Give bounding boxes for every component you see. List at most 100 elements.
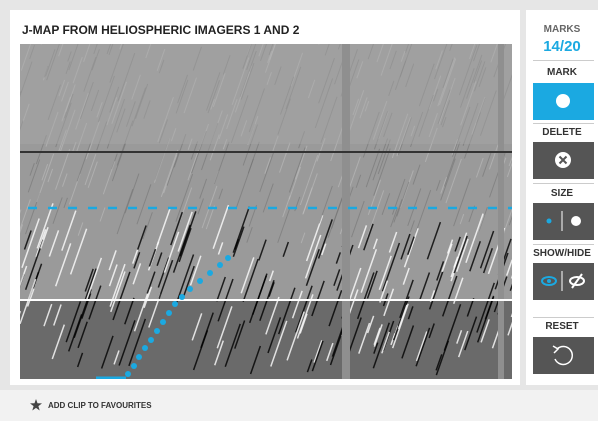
texture [410, 125, 416, 137]
texture [317, 219, 333, 259]
reset-button[interactable] [533, 337, 594, 374]
texture [324, 44, 330, 56]
texture [316, 138, 326, 162]
texture [357, 225, 368, 249]
tool-label: SIZE [550, 188, 574, 199]
texture [372, 322, 390, 369]
icon [555, 152, 571, 168]
tool-label: SHOW/HIDE [533, 248, 591, 259]
texture [234, 71, 251, 113]
user-mark [142, 345, 148, 351]
texture [466, 297, 475, 317]
texture [157, 257, 170, 288]
texture [108, 44, 114, 56]
texture [65, 301, 82, 343]
texture [477, 214, 485, 232]
texture [222, 139, 228, 150]
texture [396, 117, 411, 157]
texture [409, 220, 415, 232]
texture [178, 227, 192, 263]
texture [454, 236, 461, 252]
texture [443, 141, 461, 187]
texture [20, 61, 33, 98]
size-button[interactable] [533, 203, 594, 240]
texture [469, 44, 476, 60]
texture [410, 111, 424, 148]
texture [45, 111, 59, 147]
texture [458, 45, 478, 96]
show-hide-button[interactable] [533, 263, 594, 300]
texture [460, 81, 477, 126]
texture [72, 56, 83, 84]
texture [373, 324, 383, 347]
texture [191, 313, 203, 341]
texture [258, 44, 264, 57]
texture [81, 293, 92, 319]
mark-button[interactable] [533, 83, 594, 120]
texture [397, 304, 408, 330]
texture [277, 287, 296, 335]
texture [379, 280, 389, 303]
texture [260, 44, 267, 62]
user-mark [217, 262, 223, 268]
texture [360, 248, 378, 293]
texture [307, 79, 316, 99]
texture [172, 224, 191, 273]
star-icon [30, 399, 42, 411]
texture [213, 141, 230, 184]
texture [22, 103, 30, 122]
texture [426, 221, 442, 260]
texture [265, 296, 280, 335]
texture [166, 150, 180, 186]
texture [20, 199, 31, 231]
texture [85, 257, 103, 301]
texture [90, 89, 100, 112]
texture [187, 138, 193, 151]
icon [541, 271, 585, 291]
texture [490, 44, 498, 63]
texture [362, 111, 380, 158]
delete-button[interactable] [533, 142, 594, 179]
texture [20, 120, 24, 131]
texture [412, 164, 421, 185]
texture [438, 77, 456, 125]
separator [533, 183, 594, 184]
texture [359, 97, 368, 119]
texture [189, 255, 202, 286]
texture [124, 297, 135, 325]
texture [87, 161, 98, 188]
texture [279, 142, 291, 173]
texture [157, 96, 174, 143]
texture [415, 327, 431, 367]
texture [320, 96, 338, 143]
texture [156, 208, 171, 246]
texture [69, 228, 88, 275]
j-map-image [20, 44, 512, 379]
texture [55, 148, 71, 190]
favourite-link[interactable]: ADD CLIP TO FAVOURITES [30, 399, 152, 411]
texture [479, 230, 495, 269]
user-mark [179, 294, 185, 300]
tool-label: MARK [547, 67, 577, 78]
marks-label: MARKS [543, 24, 581, 35]
texture [143, 100, 151, 119]
texture [55, 102, 72, 148]
texture [451, 106, 471, 157]
texture [480, 319, 490, 343]
texture [27, 159, 41, 193]
texture [313, 340, 323, 363]
texture [262, 183, 274, 213]
user-mark [207, 270, 213, 276]
texture [462, 102, 479, 146]
texture [247, 141, 260, 174]
texture [473, 61, 486, 92]
texture [440, 158, 456, 201]
texture [388, 80, 395, 96]
user-mark [172, 301, 178, 307]
texture [476, 282, 495, 333]
texture [435, 340, 450, 376]
texture [356, 61, 364, 79]
texture [328, 289, 343, 327]
texture [133, 252, 141, 269]
texture [106, 97, 118, 126]
